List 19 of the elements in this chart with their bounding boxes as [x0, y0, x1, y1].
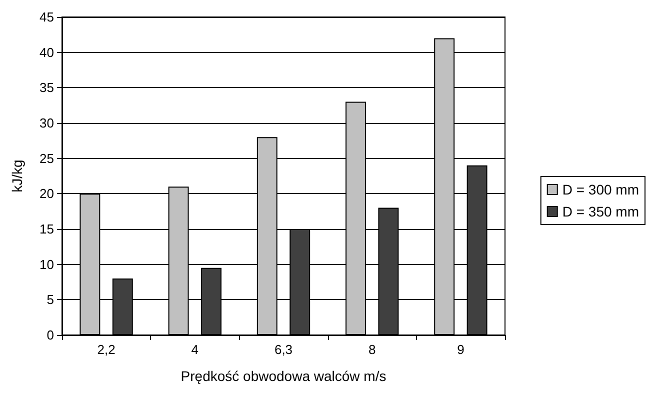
x-axis-title: Prędkość obwodowa walców m/s: [180, 368, 386, 384]
y-tick-label: 45: [40, 10, 54, 24]
x-tick-label: 4: [191, 342, 199, 357]
legend-label: D = 350 mm: [562, 204, 640, 220]
y-tick-label: 35: [40, 80, 54, 96]
y-tick-label: 30: [40, 116, 54, 130]
y-tick-label: 10: [40, 256, 54, 272]
x-tick-label: 9: [457, 342, 464, 357]
y-tick-label: 20: [40, 186, 54, 202]
x-tick-label: 6,3: [274, 342, 293, 357]
y-tick-label: 25: [40, 150, 54, 166]
y-axis-title: kJ/kg: [9, 160, 25, 192]
y-tick-label: 15: [40, 222, 54, 236]
y-tick-label: 0: [46, 328, 54, 342]
x-tick-label: 2,2: [97, 342, 116, 357]
y-tick-label: 40: [40, 44, 54, 60]
legend-label: D = 300 mm: [562, 182, 640, 198]
y-tick-label: 5: [46, 292, 54, 308]
x-tick-label: 8: [368, 342, 376, 357]
